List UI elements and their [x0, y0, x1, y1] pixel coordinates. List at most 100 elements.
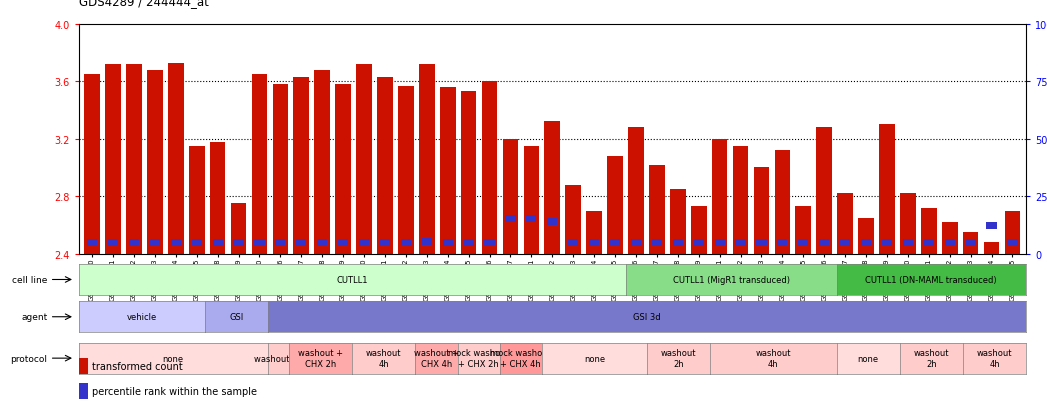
Text: washout
4h: washout 4h	[756, 349, 792, 368]
Bar	[524, 147, 539, 254]
Text: mock washout
+ CHX 4h: mock washout + CHX 4h	[490, 349, 551, 368]
Bar	[859, 218, 874, 254]
Bar	[380, 239, 391, 246]
Text: none: none	[857, 354, 878, 363]
Text: cell line: cell line	[12, 275, 47, 284]
Bar	[105, 65, 120, 254]
Bar	[714, 239, 725, 246]
Bar	[377, 78, 393, 254]
Bar	[921, 208, 937, 254]
Text: washout
2h: washout 2h	[661, 349, 696, 368]
Bar	[293, 78, 309, 254]
Text: GSI 3d: GSI 3d	[633, 313, 661, 321]
Bar	[882, 239, 892, 246]
Bar	[900, 194, 916, 254]
Bar	[401, 239, 411, 246]
Text: GDS4289 / 244444_at: GDS4289 / 244444_at	[79, 0, 208, 8]
Text: agent: agent	[21, 313, 47, 321]
Bar	[503, 139, 518, 254]
Bar	[589, 239, 599, 246]
Bar	[631, 239, 641, 246]
Bar	[440, 88, 455, 254]
Text: washout 2h: washout 2h	[254, 354, 303, 363]
Bar	[108, 239, 118, 246]
Text: washout +
CHX 4h: washout + CHX 4h	[414, 349, 459, 368]
Bar	[168, 64, 183, 254]
Bar	[1005, 211, 1021, 254]
Text: percentile rank within the sample: percentile rank within the sample	[92, 386, 257, 396]
Bar	[230, 204, 246, 254]
Bar	[485, 239, 494, 246]
Bar	[923, 239, 934, 246]
Bar	[150, 239, 160, 246]
Bar	[251, 75, 267, 254]
Text: CUTLL1: CUTLL1	[336, 275, 367, 284]
Text: GSI: GSI	[229, 313, 244, 321]
Bar	[314, 71, 330, 254]
Bar	[87, 239, 97, 246]
Bar	[126, 65, 141, 254]
Text: none: none	[162, 354, 184, 363]
Bar	[733, 147, 749, 254]
Bar	[984, 242, 1000, 254]
Text: vehicle: vehicle	[127, 313, 157, 321]
Bar	[359, 239, 370, 246]
Bar	[338, 239, 349, 246]
Bar	[775, 151, 790, 254]
Bar	[147, 71, 162, 254]
Bar	[796, 207, 811, 254]
Bar	[649, 165, 665, 254]
Bar	[861, 239, 871, 246]
Bar	[275, 239, 286, 246]
Bar	[942, 223, 958, 254]
Text: protocol: protocol	[10, 354, 47, 363]
Bar	[840, 239, 850, 246]
Bar	[544, 122, 560, 254]
Bar	[798, 239, 808, 246]
Bar	[209, 142, 225, 254]
Bar	[944, 239, 955, 246]
Bar	[610, 239, 620, 246]
Bar	[607, 157, 623, 254]
Bar	[569, 239, 578, 246]
Bar	[461, 92, 476, 254]
Bar	[963, 233, 979, 254]
Text: CUTLL1 (MigR1 transduced): CUTLL1 (MigR1 transduced)	[673, 275, 789, 284]
Bar	[233, 239, 244, 246]
Bar	[422, 238, 432, 245]
Text: transformed count: transformed count	[92, 361, 182, 371]
Bar	[213, 239, 223, 246]
Bar	[272, 85, 288, 254]
Bar	[317, 239, 328, 246]
Bar	[628, 128, 644, 254]
Bar	[254, 239, 265, 246]
Bar	[693, 239, 704, 246]
Bar	[691, 207, 707, 254]
Text: mock washout
+ CHX 2h: mock washout + CHX 2h	[448, 349, 509, 368]
Text: CUTLL1 (DN-MAML transduced): CUTLL1 (DN-MAML transduced)	[866, 275, 997, 284]
Text: washout
4h: washout 4h	[977, 349, 1012, 368]
Bar	[817, 128, 832, 254]
Text: washout
2h: washout 2h	[914, 349, 949, 368]
Bar	[986, 223, 997, 230]
Text: washout
4h: washout 4h	[366, 349, 402, 368]
Bar	[296, 239, 307, 246]
Bar	[712, 139, 728, 254]
Bar	[756, 239, 766, 246]
Bar	[79, 358, 88, 374]
Bar	[356, 65, 372, 254]
Bar	[879, 125, 895, 254]
Bar	[735, 239, 745, 246]
Bar	[903, 239, 913, 246]
Bar	[171, 239, 181, 246]
Bar	[464, 239, 473, 246]
Text: washout +
CHX 2h: washout + CHX 2h	[298, 349, 343, 368]
Bar	[565, 185, 581, 254]
Bar	[670, 190, 686, 254]
Bar	[838, 194, 853, 254]
Bar	[965, 239, 976, 246]
Bar	[129, 239, 139, 246]
Bar	[192, 239, 202, 246]
Bar	[548, 218, 557, 225]
Bar	[398, 86, 414, 254]
